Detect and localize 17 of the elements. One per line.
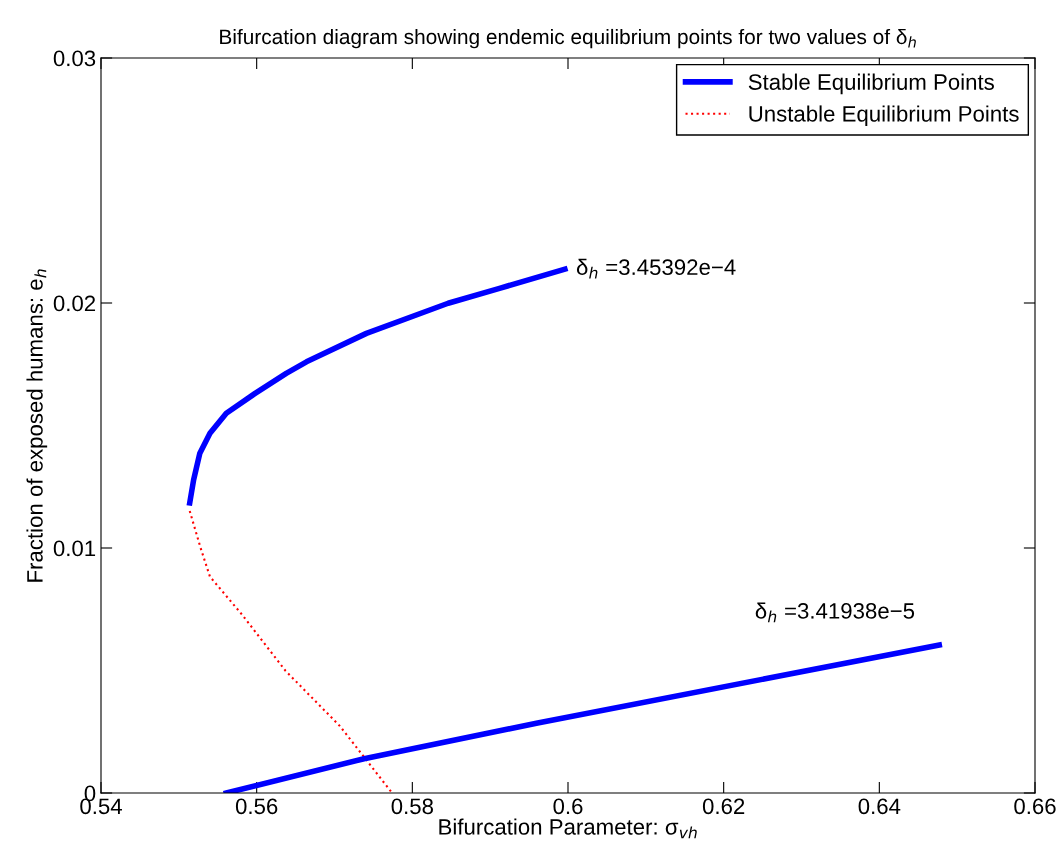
x-axis-title: Bifurcation Parameter: σ$_{vh}$ [439, 818, 697, 839]
legend-label: Stable Equilibrium Points [748, 73, 994, 95]
legend-label: Unstable Equilibrium Points [749, 105, 1019, 127]
x-tick-label: 0.58 [391, 798, 433, 815]
y-axis-title: Fraction of exposed humans: e$_{h}$ [26, 269, 48, 582]
y-tick-label: 0.03 [53, 50, 96, 67]
y-tick-label: 0.01 [53, 540, 96, 557]
x-tick-label: 0.64 [858, 798, 901, 815]
x-tick-label: 0.66 [1014, 798, 1056, 815]
chart-title: Bifurcation diagram showing endemic equilibrium points for two values of δ$_{h}$ [220, 28, 916, 49]
annotation: δ$_{h}$ =3.41938e−5 [755, 602, 915, 623]
x-tick-label: 0.6 [553, 798, 583, 815]
x-tick-label: 0.62 [702, 798, 745, 815]
line-series [188, 509, 394, 793]
y-tick-label: 0.02 [53, 295, 96, 312]
x-tick-label: 0.56 [235, 798, 278, 815]
annotation: δ$_{h}$ =3.45392e−4 [576, 258, 736, 279]
